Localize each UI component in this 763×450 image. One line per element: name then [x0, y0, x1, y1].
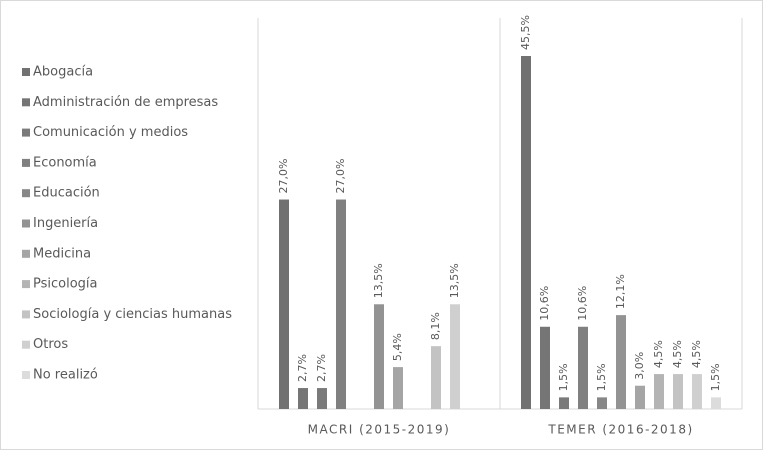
- bar: [431, 346, 441, 409]
- bar: [616, 315, 626, 409]
- bar: [450, 304, 460, 409]
- data-label: 27,0%: [277, 159, 290, 194]
- bar: [374, 304, 384, 409]
- legend-swatch: [22, 98, 30, 107]
- legend-label: Administración de empresas: [33, 95, 218, 110]
- data-label: 12,1%: [614, 274, 627, 309]
- legend-label: Psicología: [33, 277, 98, 292]
- bar: [578, 326, 588, 409]
- bar: [317, 388, 327, 409]
- legend-swatch: [22, 310, 30, 319]
- bar: [711, 397, 721, 409]
- legend-swatch: [22, 158, 30, 167]
- legend-swatch: [22, 189, 30, 198]
- bar: [336, 199, 346, 409]
- data-label: 4,5%: [671, 340, 684, 368]
- bar: [692, 374, 702, 409]
- legend-swatch: [22, 128, 30, 137]
- bar: [635, 385, 645, 409]
- legend-label: Medicina: [33, 246, 91, 261]
- bar: [540, 326, 550, 409]
- data-label: 13,5%: [372, 263, 385, 298]
- data-label: 4,5%: [690, 340, 703, 368]
- bar: [559, 397, 569, 409]
- data-label: 2,7%: [315, 354, 328, 382]
- data-label: 1,5%: [709, 363, 722, 391]
- legend-label: Sociología y ciencias humanas: [33, 307, 232, 322]
- data-label: 10,6%: [576, 286, 589, 321]
- legend-label: Comunicación y medios: [33, 125, 188, 140]
- legend-label: No realizó: [33, 368, 98, 383]
- legend-label: Abogacía: [33, 65, 93, 80]
- legend-swatch: [22, 219, 30, 228]
- data-label: 13,5%: [448, 263, 461, 298]
- bar: [654, 374, 664, 409]
- data-label: 10,6%: [538, 286, 551, 321]
- bar: [279, 199, 289, 409]
- legend-label: Ingeniería: [33, 216, 98, 231]
- bar: [393, 367, 403, 409]
- data-label: 2,7%: [296, 354, 309, 382]
- legend-label: Economía: [33, 155, 97, 170]
- legend-swatch: [22, 68, 30, 76]
- x-tick-label: TEMER (2016-2018): [547, 423, 693, 437]
- bar: [521, 56, 531, 409]
- bar: [673, 374, 683, 409]
- legend-label: Educación: [33, 186, 100, 201]
- data-label: 3,0%: [633, 352, 646, 380]
- legend-label: Otros: [33, 337, 68, 352]
- bar: [597, 397, 607, 409]
- data-label: 5,4%: [391, 333, 404, 361]
- data-label: 8,1%: [429, 312, 442, 340]
- data-label: 27,0%: [334, 159, 347, 194]
- legend-swatch: [22, 371, 30, 379]
- legend-swatch: [22, 340, 30, 349]
- data-label: 1,5%: [557, 363, 570, 391]
- data-label: 1,5%: [595, 363, 608, 391]
- legend-swatch: [22, 249, 30, 258]
- legend-swatch: [22, 280, 30, 289]
- data-label: 45,5%: [519, 15, 532, 50]
- data-label: 4,5%: [652, 340, 665, 368]
- bar: [298, 388, 308, 409]
- x-tick-label: MACRI (2015-2019): [308, 423, 451, 437]
